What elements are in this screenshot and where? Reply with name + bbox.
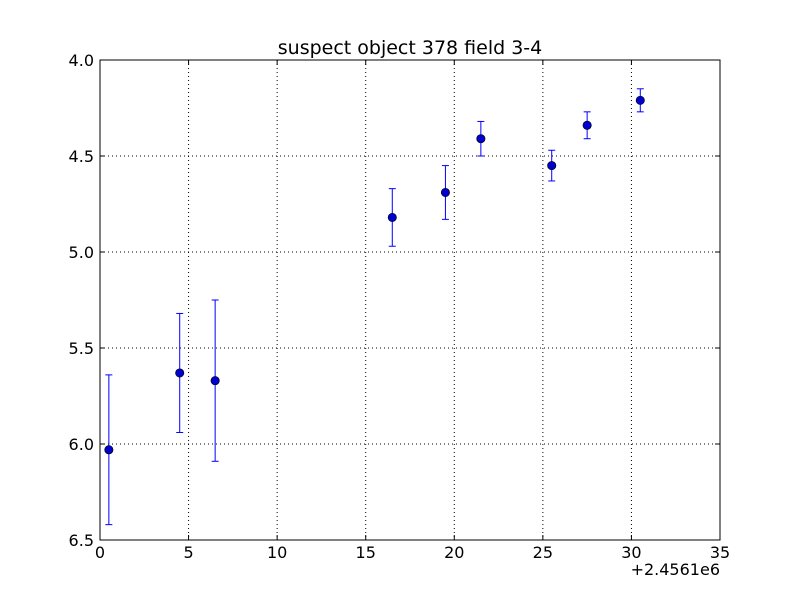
x-tick-label: 0 bbox=[95, 543, 105, 562]
data-point bbox=[175, 368, 185, 378]
x-tick-labels: 0 5 10 15 20 25 30 35 bbox=[95, 543, 730, 562]
y-tick-label: 5.5 bbox=[69, 339, 94, 358]
y-tick-label: 4.0 bbox=[69, 51, 94, 70]
grid-lines bbox=[100, 60, 720, 540]
y-tick-labels: 4.0 4.5 5.0 5.5 6.0 6.5 bbox=[69, 51, 94, 550]
data-point bbox=[104, 445, 114, 455]
y-tick-label: 5.0 bbox=[69, 243, 94, 262]
chart-title: suspect object 378 field 3-4 bbox=[278, 37, 543, 59]
data-point bbox=[440, 187, 450, 197]
axis-ticks bbox=[99, 59, 721, 541]
data-point bbox=[387, 212, 397, 222]
data-point bbox=[476, 134, 486, 144]
data-point bbox=[635, 95, 645, 105]
y-tick-label: 6.5 bbox=[69, 531, 94, 550]
x-tick-label: 10 bbox=[267, 543, 287, 562]
data-point bbox=[547, 161, 557, 171]
y-tick-label: 4.5 bbox=[69, 147, 94, 166]
x-tick-label: 20 bbox=[444, 543, 464, 562]
x-tick-label: 30 bbox=[621, 543, 641, 562]
data-point bbox=[582, 120, 592, 130]
y-tick-label: 6.0 bbox=[69, 435, 94, 454]
x-offset-label: +2.4561e6 bbox=[631, 560, 720, 579]
data-points bbox=[104, 95, 645, 455]
x-tick-label: 35 bbox=[710, 543, 730, 562]
x-tick-label: 25 bbox=[533, 543, 553, 562]
data-point bbox=[210, 376, 220, 386]
plot-frame bbox=[99, 59, 721, 541]
x-tick-label: 15 bbox=[356, 543, 376, 562]
x-tick-label: 5 bbox=[183, 543, 193, 562]
